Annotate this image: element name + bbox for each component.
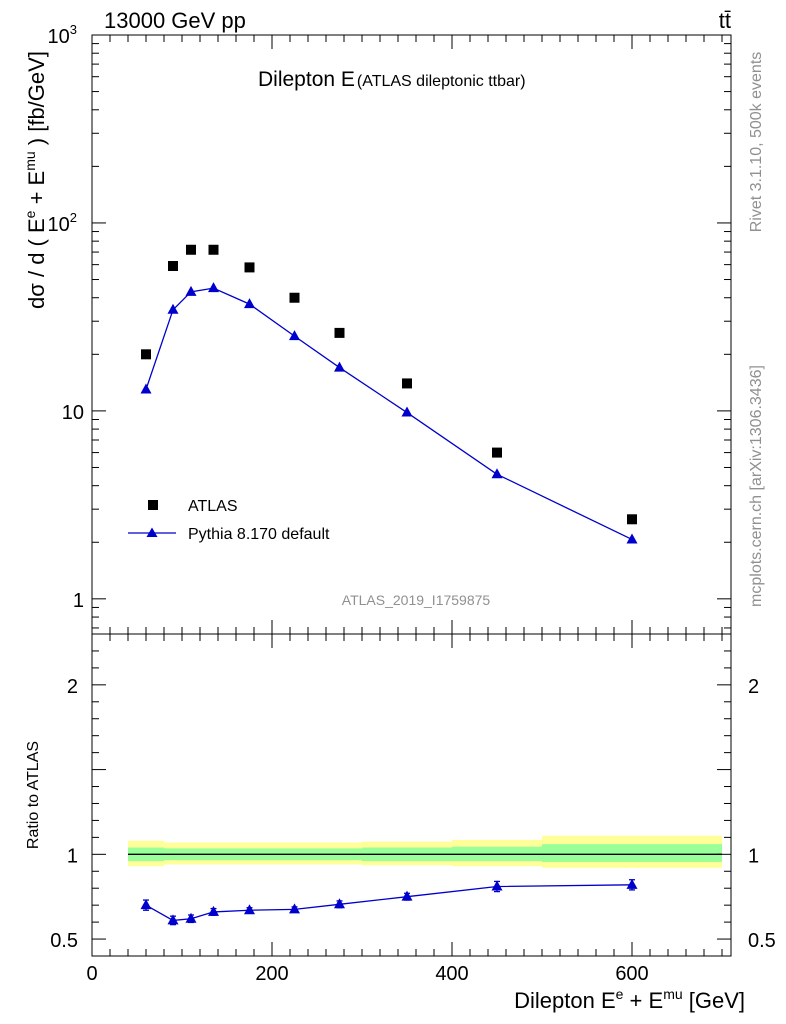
pythia-point xyxy=(140,383,152,394)
pythia-point xyxy=(244,298,255,309)
pythia-line xyxy=(145,287,633,541)
x-tick-label: 600 xyxy=(615,963,648,985)
site-label: mcplots.cern.ch [arXiv:1306.3436] xyxy=(748,365,765,607)
ratio-point xyxy=(185,912,197,923)
atlas-point xyxy=(402,378,412,389)
x-axis-label: Dilepton Ee + Emu [GeV] xyxy=(514,986,745,1013)
legend-pythia-marker xyxy=(146,527,158,537)
ratio-frame xyxy=(91,633,732,957)
ratio-band-inner xyxy=(542,844,722,862)
atlas-point xyxy=(289,292,300,303)
pythia-point xyxy=(167,303,179,314)
atlas-point xyxy=(627,514,637,525)
rivet-label: Rivet 3.1.10, 500k events xyxy=(748,52,765,233)
main-y-tick-label: 1 xyxy=(73,590,84,612)
main-y-tick-label: 103 xyxy=(48,22,77,48)
x-tick-label: 200 xyxy=(255,963,288,985)
main-ticks xyxy=(91,34,731,634)
atlas-point xyxy=(168,261,178,272)
main-panel: 1 10 102 103 Dilepton E (ATLAS dileptonic tt… xyxy=(22,22,732,635)
pythia-series xyxy=(140,282,638,544)
pythia-point xyxy=(626,533,638,544)
x-tick-label: 400 xyxy=(435,963,468,985)
energy-label: 13000 GeV pp xyxy=(104,8,246,33)
ratio-y-tick-label-right: 0.5 xyxy=(748,930,776,952)
pythia-point xyxy=(289,330,300,341)
main-frame xyxy=(91,34,732,635)
main-y-tick-label: 102 xyxy=(48,210,77,236)
ratio-point xyxy=(334,898,345,909)
ratio-point xyxy=(401,890,413,901)
ratio-y-tick-label-right: 1 xyxy=(748,845,759,867)
ratio-point xyxy=(491,880,503,891)
pythia-point xyxy=(401,406,413,417)
ratio-point xyxy=(244,904,255,915)
legend-atlas-marker xyxy=(148,500,158,510)
main-y-tick-label: 10 xyxy=(62,402,84,424)
analysis-watermark: ATLAS_2019_I1759875 xyxy=(342,592,491,608)
ratio-y-tick-label-right: 2 xyxy=(748,676,759,698)
ratio-line xyxy=(145,884,633,922)
ratio-series xyxy=(140,878,638,926)
ratio-ticks xyxy=(91,634,731,956)
chart-title-main: Dilepton E xyxy=(258,68,355,91)
pythia-point xyxy=(185,285,197,296)
x-tick-labels: 0 200 400 600 xyxy=(86,963,648,985)
main-y-axis-label: dσ / d ( Ee + Emu ) [fb/GeV] xyxy=(22,51,49,309)
chart-title-sub: (ATLAS dileptonic ttbar) xyxy=(357,73,526,90)
x-tick-label: 0 xyxy=(86,963,97,985)
atlas-point xyxy=(186,244,196,255)
ratio-panel: 0.5 0.5 1 1 2 2 0 200 400 600 Ratio to ATLAS Dil… xyxy=(25,633,776,1013)
pythia-point xyxy=(491,468,503,479)
atlas-point xyxy=(334,327,345,338)
main-y-tick-labels: 1 10 102 103 xyxy=(48,22,84,612)
ratio-y-tick-label: 0.5 xyxy=(50,930,78,952)
legend-pythia-label: Pythia 8.170 default xyxy=(188,526,330,543)
ratio-point xyxy=(167,914,179,925)
ratio-point xyxy=(208,905,219,916)
pythia-point xyxy=(334,361,345,372)
pythia-point xyxy=(208,282,219,293)
ratio-point xyxy=(626,878,638,889)
ratio-y-tick-label: 2 xyxy=(67,676,78,698)
legend: ATLAS Pythia 8.170 default xyxy=(128,498,330,543)
legend-atlas-label: ATLAS xyxy=(188,498,238,515)
atlas-point xyxy=(492,447,502,458)
ratio-point xyxy=(140,899,152,910)
atlas-series xyxy=(141,244,637,525)
ratio-bands xyxy=(128,835,722,868)
ratio-y-axis-label: Ratio to ATLAS xyxy=(25,741,42,849)
atlas-point xyxy=(208,244,219,255)
process-label: tt̄ xyxy=(719,8,731,33)
atlas-point xyxy=(244,262,255,273)
ratio-y-tick-labels: 0.5 0.5 1 1 2 2 xyxy=(50,676,776,952)
chart-title: Dilepton E (ATLAS dileptonic ttbar) xyxy=(258,68,526,91)
atlas-point xyxy=(141,349,151,360)
ratio-y-tick-label: 1 xyxy=(67,845,78,867)
ratio-point xyxy=(289,903,300,914)
